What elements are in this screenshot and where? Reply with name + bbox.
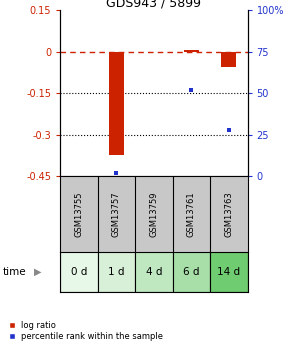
Legend: log ratio, percentile rank within the sample: log ratio, percentile rank within the sa… <box>10 321 163 341</box>
Text: 6 d: 6 d <box>183 267 200 277</box>
Text: 4 d: 4 d <box>146 267 162 277</box>
Text: GSM13755: GSM13755 <box>74 191 83 237</box>
Text: 0 d: 0 d <box>71 267 87 277</box>
Bar <box>221 52 236 67</box>
Bar <box>135 252 173 292</box>
Text: 14 d: 14 d <box>217 267 240 277</box>
Bar <box>109 52 124 155</box>
Title: GDS943 / 5899: GDS943 / 5899 <box>106 0 201 9</box>
Text: GSM13759: GSM13759 <box>149 191 158 237</box>
Text: GSM13761: GSM13761 <box>187 191 196 237</box>
Bar <box>210 252 248 292</box>
Bar <box>173 252 210 292</box>
Text: time: time <box>3 267 27 277</box>
Bar <box>184 50 199 52</box>
Bar <box>98 252 135 292</box>
Text: GSM13757: GSM13757 <box>112 191 121 237</box>
Bar <box>60 252 98 292</box>
Text: ▶: ▶ <box>34 267 41 277</box>
Text: GSM13763: GSM13763 <box>224 191 233 237</box>
Text: 1 d: 1 d <box>108 267 125 277</box>
